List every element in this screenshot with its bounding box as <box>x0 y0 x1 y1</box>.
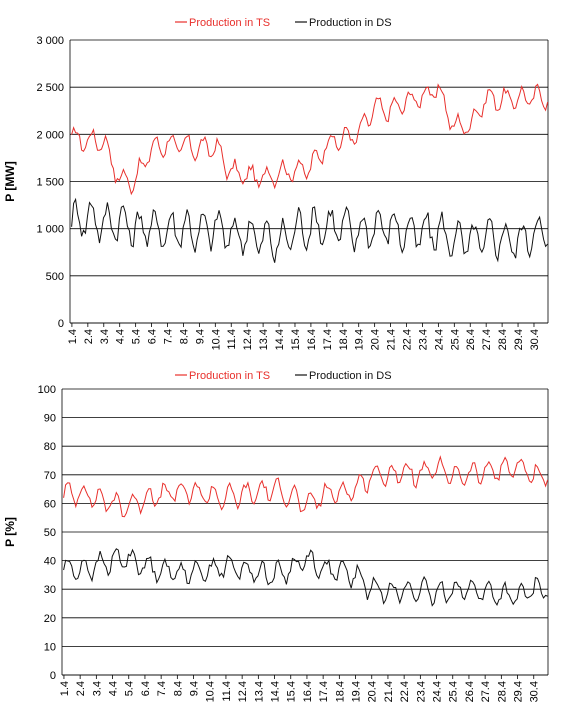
chart-percent-svg: Production in TS Production in DS 0 10 20 30 4… <box>3 370 549 702</box>
y-tick-label: 50 <box>44 527 56 539</box>
x-tick-label: 11.4 <box>221 681 233 702</box>
series-line-ds <box>63 548 548 607</box>
x-tick-label: 20.4 <box>370 329 382 350</box>
y-tick-label: 0 <box>50 670 56 682</box>
x-tick-label: 15.4 <box>290 329 302 350</box>
x-tick-label: 2.4 <box>75 681 87 696</box>
x-tick-label: 17.4 <box>322 329 334 350</box>
x-tick-label: 8.4 <box>172 681 184 696</box>
legend-label-ts: Production in TS <box>189 17 270 29</box>
chart-mw-svg: Production in TS Production in DS 0 500 1 00… <box>3 17 549 350</box>
x-tick-label: 3.4 <box>99 329 111 344</box>
x-tick-label: 24.4 <box>432 681 444 702</box>
legend-label-ts: Production in TS <box>189 370 270 382</box>
x-tick-label: 30.4 <box>529 329 541 350</box>
x-tick-label: 12.4 <box>237 681 249 702</box>
x-tick-label: 22.4 <box>399 681 411 702</box>
x-tick-label: 7.4 <box>156 681 168 696</box>
x-tick-label: 23.4 <box>417 329 429 350</box>
x-tick-label: 26.4 <box>465 329 477 350</box>
chart-mw: Production in TS Production in DS 0 500 1 00… <box>3 17 549 350</box>
chart-percent: Production in TS Production in DS 0 10 20 30 4… <box>0 362 564 722</box>
x-tick-label: 30.4 <box>529 681 541 702</box>
x-tick-label: 29.4 <box>513 329 525 350</box>
x-tick-label: 26.4 <box>464 681 476 702</box>
y-tick-label: 90 <box>44 413 56 425</box>
y-tick-label: 100 <box>38 384 56 396</box>
x-tick-label: 17.4 <box>318 681 330 702</box>
x-tick-label: 13.4 <box>258 329 270 350</box>
x-tick-label: 23.4 <box>415 681 427 702</box>
y-tick-label: 30 <box>44 584 56 596</box>
x-tick-label: 4.4 <box>115 329 127 344</box>
series-line-ts <box>63 455 549 518</box>
y-axis-title: P [MW] <box>3 161 17 201</box>
x-tick-label: 2.4 <box>83 329 95 344</box>
y-tick-label: 40 <box>44 556 56 568</box>
x-tick-label: 27.4 <box>481 329 493 350</box>
x-tick-label: 28.4 <box>496 681 508 702</box>
y-tick-label: 500 <box>46 271 64 283</box>
x-tick-label: 21.4 <box>386 329 398 350</box>
x-tick-label: 15.4 <box>286 681 298 702</box>
y-tick-label: 2 500 <box>36 82 64 94</box>
y-tick-label: 70 <box>44 470 56 482</box>
x-tick-label: 28.4 <box>497 329 509 350</box>
y-tick-label: 2 000 <box>36 129 64 141</box>
x-tick-label: 11.4 <box>226 329 238 350</box>
x-tick-label: 19.4 <box>354 329 366 350</box>
x-tick-label: 9.4 <box>194 329 206 344</box>
legend-label-ds: Production in DS <box>309 17 392 29</box>
x-tick-label: 4.4 <box>108 681 120 696</box>
x-tick-label: 12.4 <box>242 329 254 350</box>
x-tick-label: 25.4 <box>449 329 461 350</box>
y-tick-label: 80 <box>44 441 56 453</box>
x-tick-label: 18.4 <box>338 329 350 350</box>
x-tick-label: 18.4 <box>334 681 346 702</box>
y-tick-label: 3 000 <box>36 35 64 47</box>
y-tick-label: 1 000 <box>36 224 64 236</box>
legend-label-ds: Production in DS <box>309 370 392 382</box>
x-tick-label: 10.4 <box>205 681 217 702</box>
x-tick-label: 6.4 <box>147 329 159 344</box>
x-tick-label: 14.4 <box>270 681 282 702</box>
x-tick-label: 5.4 <box>131 329 143 344</box>
x-tick-label: 24.4 <box>433 329 445 350</box>
x-tick-label: 22.4 <box>402 329 414 350</box>
x-tick-label: 1.4 <box>59 681 71 696</box>
x-tick-label: 9.4 <box>189 681 201 696</box>
y-tick-label: 1 500 <box>36 177 64 189</box>
x-tick-label: 20.4 <box>367 681 379 702</box>
x-tick-label: 14.4 <box>274 329 286 350</box>
x-tick-label: 5.4 <box>124 681 136 696</box>
x-tick-label: 7.4 <box>163 329 175 344</box>
x-tick-label: 8.4 <box>178 329 190 344</box>
x-tick-label: 19.4 <box>351 681 363 702</box>
y-axis-title: P [%] <box>3 517 17 547</box>
x-tick-label: 27.4 <box>480 681 492 702</box>
x-tick-label: 1.4 <box>67 329 79 344</box>
y-tick-label: 10 <box>44 641 56 653</box>
x-tick-label: 21.4 <box>383 681 395 702</box>
x-tick-label: 16.4 <box>306 329 318 350</box>
y-tick-label: 0 <box>58 318 64 330</box>
x-tick-label: 16.4 <box>302 681 314 702</box>
x-tick-label: 25.4 <box>448 681 460 702</box>
x-tick-label: 29.4 <box>513 681 525 702</box>
x-tick-label: 13.4 <box>253 681 265 702</box>
x-tick-label: 10.4 <box>210 329 222 350</box>
series-line-ds <box>71 197 548 263</box>
series-line-ts <box>71 83 549 196</box>
y-tick-label: 20 <box>44 613 56 625</box>
x-tick-label: 6.4 <box>140 681 152 696</box>
y-tick-label: 60 <box>44 498 56 510</box>
x-tick-label: 3.4 <box>91 681 103 696</box>
